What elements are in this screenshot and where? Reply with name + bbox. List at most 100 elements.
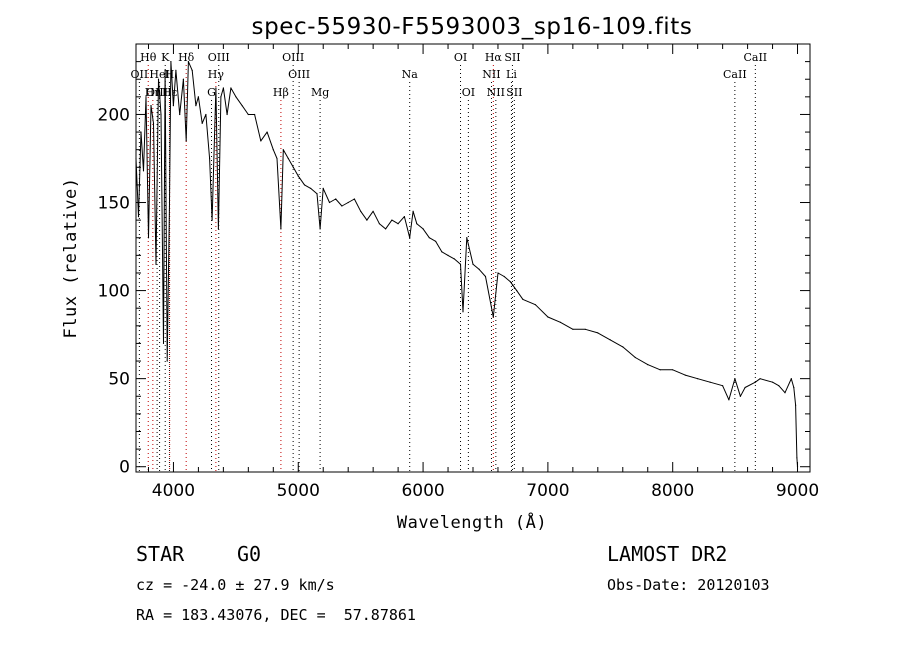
line-label-25: NII [487, 86, 505, 99]
spectrum-point-3 [142, 170, 145, 172]
spectrum-point-115 [796, 457, 798, 459]
line-label-21: G [207, 86, 216, 99]
spectrum-point-63 [391, 219, 393, 221]
x-tick-label-4000: 4000 [152, 481, 195, 501]
line-label-11: H [165, 68, 175, 81]
observation-date: Obs-Date: 20120103 [607, 576, 770, 594]
spectrum-point-65 [403, 216, 405, 218]
spectrum-point-23 [195, 105, 197, 107]
spectrum-point-56 [347, 201, 349, 204]
spectrum-point-13 [166, 360, 168, 362]
y-tick-label-150: 150 [98, 194, 130, 214]
spectrum-point-38 [254, 113, 256, 116]
spectrum-point-102 [722, 385, 724, 387]
y-tick-label-0: 0 [119, 458, 130, 478]
spectrum-point-18 [179, 113, 181, 116]
spectrum-point-69 [422, 228, 424, 230]
spectrum-point-43 [280, 228, 282, 230]
spectrum-point-82 [497, 272, 499, 274]
spectrum-point-75 [459, 263, 462, 265]
spectral-subclass: G0 [237, 542, 262, 566]
y-axis-label: Flux (relative) [61, 177, 81, 338]
spectrum-point-101 [709, 381, 711, 383]
object-class: STAR [136, 542, 185, 566]
spectrum-point-60 [372, 210, 374, 212]
spectrum-point-52 [322, 187, 324, 189]
spectrum-point-41 [272, 149, 274, 151]
spectrum-point-108 [759, 378, 761, 380]
spectrum-point-30 [217, 228, 219, 230]
redshift-velocity: cz = -24.0 ± 27.9 km/s [136, 576, 335, 594]
y-tick-label-100: 100 [98, 282, 130, 302]
spectrum-point-25 [201, 122, 203, 124]
spectrum-point-27 [209, 157, 211, 160]
spectrum-point-100 [697, 378, 699, 380]
line-label-5: OI [454, 51, 467, 64]
spectrum-point-20 [185, 140, 187, 142]
spectrum-point-104 [734, 378, 736, 380]
y-tick-label-200: 200 [98, 105, 130, 125]
line-label-18: OIII [146, 86, 168, 99]
spectrum-point-7 [152, 122, 155, 124]
spectrum-point-61 [378, 223, 380, 225]
line-label-0: Hθ [140, 51, 157, 64]
spectrum-point-47 [297, 175, 299, 177]
line-label-22: Hβ [273, 86, 289, 99]
line-label-19: Hη [145, 86, 161, 99]
spectrum-point-93 [609, 339, 611, 341]
line-label-7: SII [504, 51, 520, 64]
spectrum-point-72 [441, 251, 443, 253]
spectrum-point-12 [164, 69, 166, 71]
spectrum-point-51 [319, 228, 321, 230]
line-label-24: OI [462, 86, 475, 99]
line-label-9: OII [131, 68, 149, 81]
x-axis-ticks: 4000 5000 6000 7000 8000 9000 [147, 44, 819, 501]
spectrum-point-99 [684, 374, 686, 376]
line-label-26: SII [506, 86, 522, 99]
spectrum-point-96 [647, 364, 649, 366]
spectrum-point-10 [160, 113, 162, 116]
spectrum-point-71 [435, 240, 437, 242]
spectrum-point-26 [205, 113, 207, 116]
spectrum-point-44 [282, 149, 284, 151]
spectrum-point-57 [353, 198, 355, 200]
line-label-23: Mg [311, 86, 329, 99]
spectrum-point-40 [266, 131, 268, 133]
spectrum-point-112 [790, 378, 792, 380]
spectrum-point-91 [584, 328, 586, 330]
line-label-17: CaII [723, 68, 747, 81]
spectrum-point-37 [247, 113, 249, 116]
spectrum-point-73 [447, 254, 449, 256]
spectrum-point-84 [509, 281, 511, 283]
x-tick-label-6000: 6000 [401, 481, 444, 501]
spectrum-point-88 [547, 316, 549, 318]
spectrum-point-95 [634, 356, 636, 359]
line-label-2: Hδ [178, 51, 195, 64]
spectrum-point-103 [728, 399, 730, 401]
line-label-20: Hε [162, 86, 178, 99]
spectrum-point-79 [478, 268, 480, 270]
spectrum-point-49 [310, 187, 312, 189]
spectrum-point-90 [572, 328, 574, 330]
x-tick-label-9000: 9000 [776, 481, 819, 501]
spectrum-point-55 [341, 205, 343, 207]
spectrum-point-111 [784, 392, 786, 394]
spectrum-series [135, 61, 799, 468]
line-label-3: OIII [208, 51, 230, 64]
spectrum-point-81 [492, 316, 494, 318]
spectrum-point-5 [147, 237, 150, 239]
line-label-6: Hα [485, 51, 503, 64]
spectrum-point-83 [503, 275, 505, 278]
spectrum-point-67 [412, 210, 414, 212]
spectrum-point-64 [397, 223, 399, 225]
spectrum-point-22 [191, 69, 193, 71]
y-tick-label-50: 50 [108, 370, 130, 390]
spectrum-point-59 [366, 219, 368, 221]
spectrum-point-87 [534, 304, 537, 306]
line-label-12: Hγ [208, 68, 225, 81]
spectrum-line-0 [135, 61, 798, 467]
line-label-4: OIII [282, 51, 304, 64]
spectrum-point-110 [778, 385, 780, 387]
